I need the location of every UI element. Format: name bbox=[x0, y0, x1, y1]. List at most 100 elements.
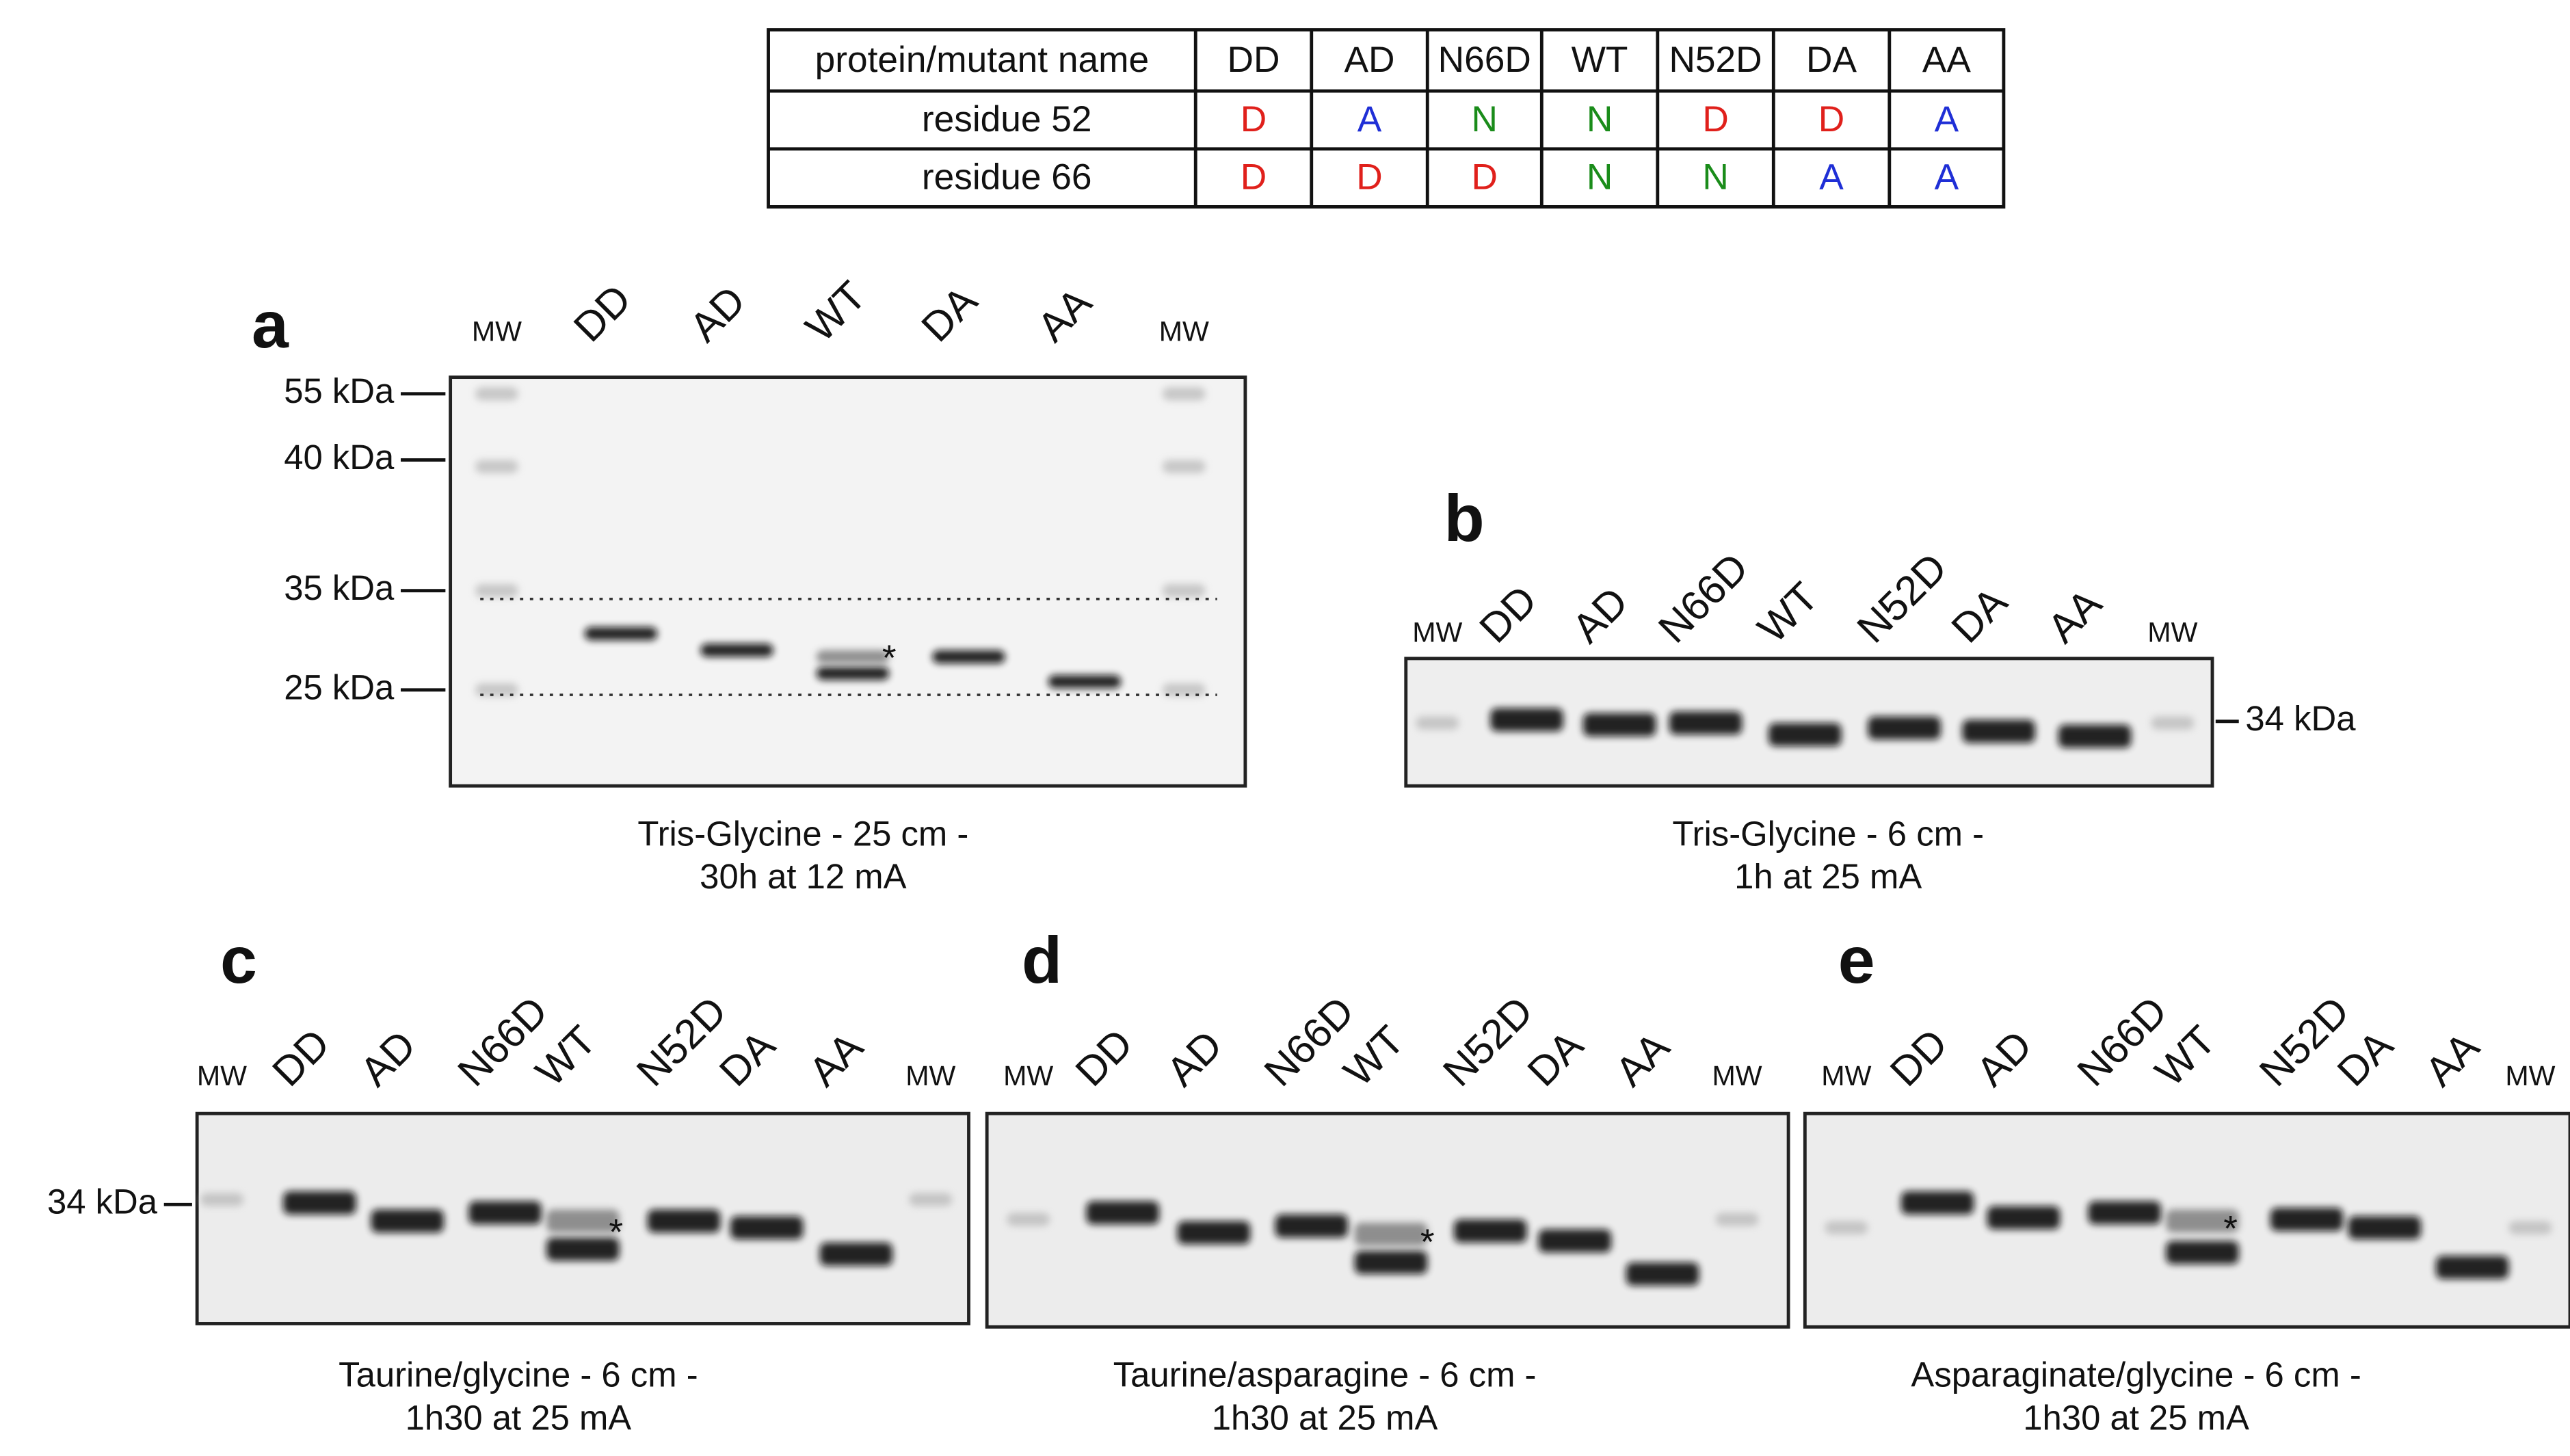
caption: 30h at 12 mA bbox=[700, 857, 906, 896]
table-cell: D bbox=[1356, 157, 1382, 198]
table-cell: A bbox=[1935, 157, 1959, 198]
mw-band bbox=[1162, 460, 1206, 473]
mw-band bbox=[475, 387, 518, 401]
band bbox=[1453, 1219, 1527, 1243]
band bbox=[2348, 1216, 2422, 1240]
band bbox=[1626, 1262, 1699, 1286]
lane-label: DD bbox=[1066, 1020, 1141, 1095]
gel bbox=[449, 375, 1247, 788]
band bbox=[1490, 708, 1563, 732]
asterisk: * bbox=[2223, 1209, 2238, 1249]
marker-label: 55 kDa bbox=[284, 371, 395, 410]
band bbox=[468, 1201, 542, 1225]
marker-label: 35 kDa bbox=[284, 568, 395, 607]
lane-label: AD bbox=[1563, 578, 1637, 651]
table-cell: N bbox=[1587, 99, 1613, 140]
caption: 1h30 at 25 mA bbox=[1212, 1398, 1438, 1437]
lane-label: WT bbox=[1749, 573, 1827, 652]
mw-band bbox=[1416, 716, 1459, 730]
band bbox=[819, 1242, 893, 1266]
band bbox=[1768, 723, 1842, 747]
table-cell: residue 66 bbox=[922, 157, 1092, 198]
band bbox=[1354, 1222, 1428, 1246]
band bbox=[1900, 1191, 1974, 1215]
band bbox=[1962, 719, 2035, 743]
lane-label: DA bbox=[1942, 578, 2016, 652]
table-cell: AA bbox=[1922, 40, 1972, 80]
lane-label: DD bbox=[565, 276, 640, 351]
lane-label: MW bbox=[472, 315, 522, 347]
caption: 1h30 at 25 mA bbox=[406, 1398, 632, 1437]
band bbox=[2166, 1241, 2239, 1265]
caption: 1h30 at 25 mA bbox=[2023, 1398, 2249, 1437]
table-cell: A bbox=[1819, 157, 1844, 198]
mw-band bbox=[2151, 716, 2195, 730]
band bbox=[2270, 1208, 2344, 1231]
caption: 1h at 25 mA bbox=[1734, 857, 1922, 896]
band bbox=[546, 1209, 620, 1233]
table-cell: D bbox=[1818, 99, 1844, 140]
band bbox=[2088, 1201, 2161, 1225]
table-cell: D bbox=[1241, 157, 1267, 198]
lane-label: AA bbox=[1606, 1023, 1679, 1096]
band bbox=[1669, 711, 1743, 735]
lane-label: DD bbox=[1470, 577, 1546, 652]
table-cell: D bbox=[1702, 99, 1728, 140]
lane-label: AA bbox=[799, 1023, 872, 1096]
lane-label: MW bbox=[2147, 617, 2197, 648]
band bbox=[1086, 1201, 1159, 1225]
lane-label: N52D bbox=[1848, 544, 1956, 651]
lane-label: AD bbox=[1967, 1022, 2041, 1095]
lane-label: N52D bbox=[2251, 988, 2359, 1095]
panel-letter: b bbox=[1444, 481, 1484, 555]
asterisk: * bbox=[882, 638, 897, 678]
band bbox=[1987, 1206, 2061, 1230]
mw-band bbox=[475, 460, 518, 473]
lane-label: WT bbox=[797, 272, 875, 351]
caption: Asparaginate/glycine - 6 cm - bbox=[1911, 1355, 2361, 1394]
lane-label: AD bbox=[1157, 1022, 1231, 1095]
table-cell: D bbox=[1241, 99, 1267, 140]
band bbox=[1048, 675, 1122, 689]
lane-label: MW bbox=[1003, 1060, 1053, 1091]
table-cell: A bbox=[1357, 99, 1382, 140]
caption: Taurine/glycine - 6 cm - bbox=[339, 1355, 698, 1394]
band bbox=[1275, 1214, 1349, 1238]
band bbox=[647, 1209, 721, 1233]
band bbox=[1354, 1251, 1428, 1274]
table-cell: WT bbox=[1572, 40, 1628, 80]
mw-band bbox=[1162, 683, 1206, 697]
mw-band bbox=[475, 584, 518, 598]
panel-letter: e bbox=[1838, 923, 1875, 997]
lane-label: MW bbox=[1412, 617, 1462, 648]
lane-label: N66D bbox=[1255, 988, 1363, 1095]
panel-letter: a bbox=[252, 287, 289, 362]
table-cell: D bbox=[1472, 157, 1498, 198]
asterisk: * bbox=[1420, 1222, 1435, 1262]
lane-label: AA bbox=[1029, 278, 1101, 351]
mw-band bbox=[475, 683, 518, 697]
table-cell: A bbox=[1935, 99, 1959, 140]
lane-label: AD bbox=[351, 1022, 425, 1095]
mw-band bbox=[2508, 1221, 2552, 1234]
band bbox=[932, 650, 1005, 664]
marker-label: 34 kDa bbox=[47, 1182, 158, 1221]
lane-label: MW bbox=[1821, 1060, 1871, 1091]
band bbox=[584, 626, 658, 641]
lane-label: N52D bbox=[1434, 988, 1542, 1095]
band bbox=[816, 650, 890, 664]
mw-band bbox=[909, 1193, 953, 1206]
lane-label: DD bbox=[1881, 1020, 1957, 1095]
caption: Taurine/asparagine - 6 cm - bbox=[1113, 1355, 1537, 1394]
band bbox=[1538, 1229, 1612, 1253]
mw-band bbox=[1162, 584, 1206, 598]
caption: Tris-Glycine - 6 cm - bbox=[1672, 814, 1984, 853]
panel-letter: c bbox=[220, 923, 257, 997]
band bbox=[283, 1191, 356, 1215]
lane-label: N52D bbox=[628, 988, 736, 1095]
asterisk: * bbox=[609, 1212, 623, 1252]
band bbox=[1582, 713, 1656, 737]
table-cell: protein/mutant name bbox=[815, 40, 1149, 80]
table-cell: N bbox=[1472, 99, 1498, 140]
